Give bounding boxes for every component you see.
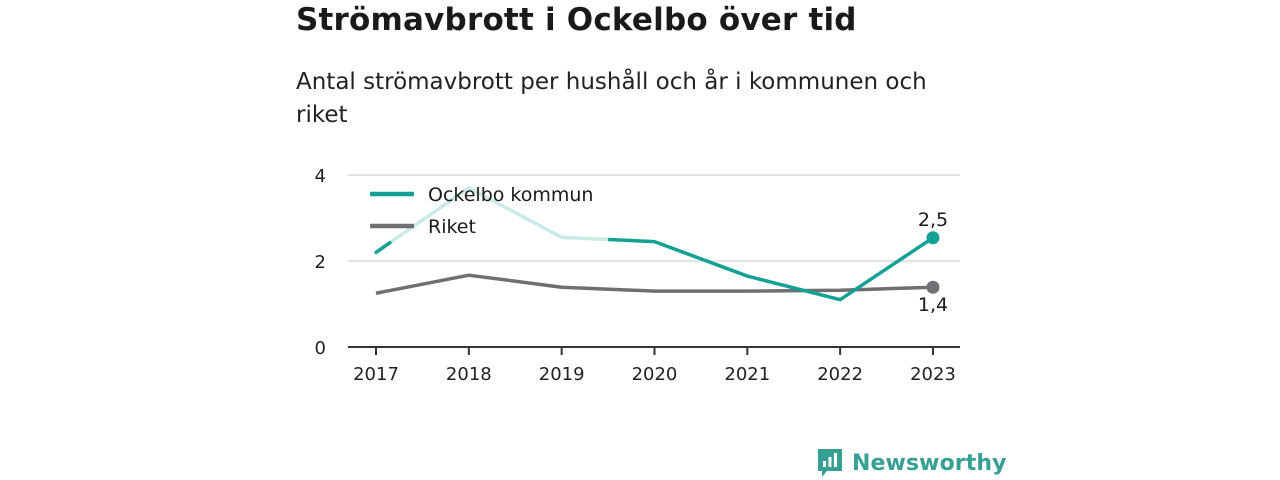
series-line-riket (375, 273, 934, 295)
chart-subtitle: Antal strömavbrott per hushåll och år i … (296, 69, 927, 128)
x-tick-label: 2021 (724, 364, 770, 385)
legend-label: Riket (428, 216, 476, 238)
legend: Ockelbo kommun Riket (370, 184, 593, 238)
end-labels: 1,4 2,5 (918, 209, 948, 316)
series-line-ockelbo-faded (375, 186, 609, 254)
y-tick-label: 0 (315, 338, 326, 359)
brand-logo[interactable]: Newsworthy (816, 446, 1007, 480)
chart-card: Strömavbrott i Ockelbo över tid Antal st… (296, 0, 1006, 480)
y-tick-label: 4 (315, 166, 326, 187)
newsworthy-logo-icon (818, 449, 842, 477)
series-end-point (926, 280, 940, 294)
x-tick-label: 2023 (910, 364, 956, 385)
series-lines (374, 186, 940, 302)
legend-label: Ockelbo kommun (428, 184, 593, 206)
line-chart: 0 2 4 2017 2018 2019 2020 2021 2022 2023 Ockelbo … (315, 166, 960, 385)
series-end-label: 1,4 (918, 294, 948, 316)
y-tick-label: 2 (315, 252, 326, 273)
x-tick-label: 2022 (817, 364, 863, 385)
x-tick-label: 2020 (632, 364, 678, 385)
series-end-label: 2,5 (918, 209, 948, 231)
chart-title: Strömavbrott i Ockelbo över tid (296, 2, 857, 38)
x-tick-label: 2018 (446, 364, 492, 385)
grid-lines (348, 174, 960, 262)
series-line-ockelbo (607, 236, 934, 302)
x-tick-label: 2017 (353, 364, 399, 385)
series-line-ockelbo-start (374, 240, 392, 255)
series-end-point (926, 231, 940, 245)
brand-name: Newsworthy (852, 450, 1007, 476)
axes: 0 2 4 2017 2018 2019 2020 2021 2022 2023 (315, 166, 960, 385)
x-tick-label: 2019 (539, 364, 585, 385)
